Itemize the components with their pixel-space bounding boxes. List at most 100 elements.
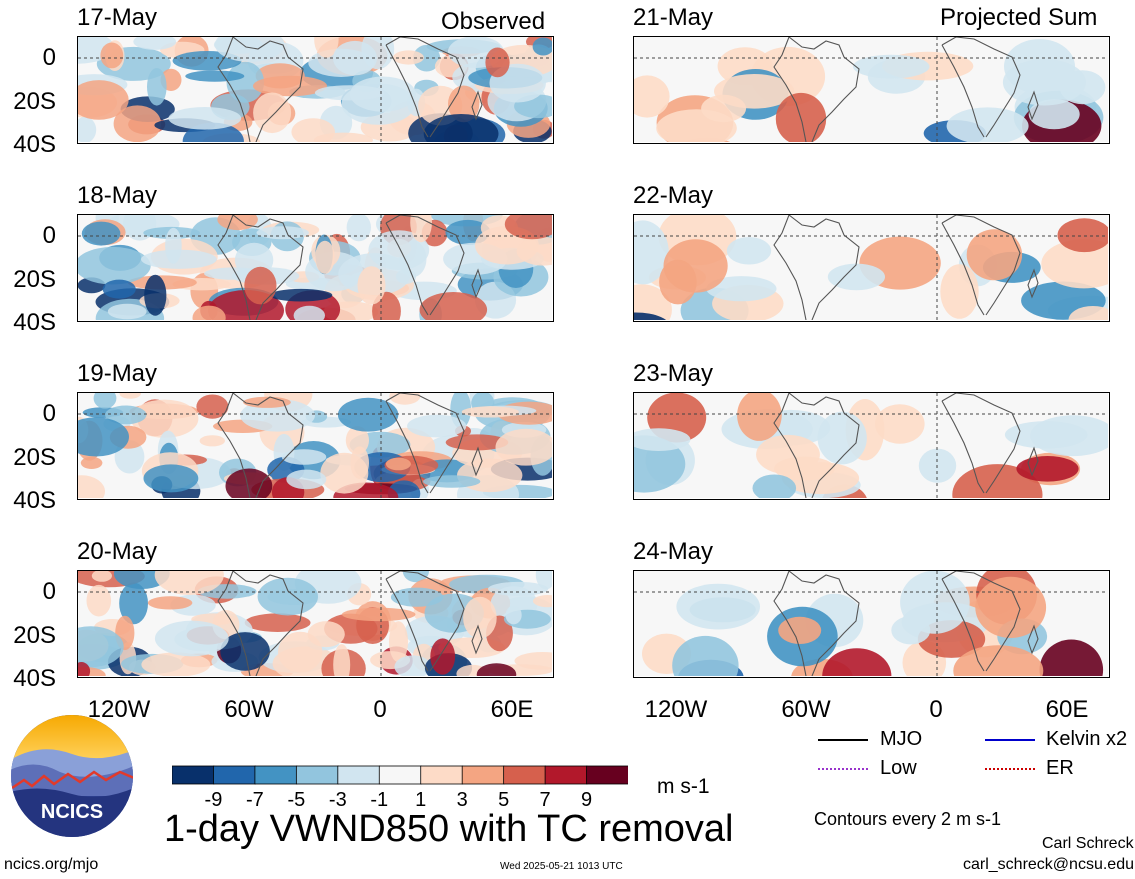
legend-kelvin-line: [985, 739, 1035, 741]
colorbar-swatch: [503, 765, 546, 785]
y-tick-label: 40S: [13, 309, 56, 336]
footer-url[interactable]: ncics.org/mjo: [4, 856, 99, 873]
colorbar-tick-label: -9: [204, 789, 223, 811]
colorbar-swatch: [171, 765, 215, 785]
anomaly-blob: [119, 582, 148, 625]
projected-panel-22-may: [633, 214, 1110, 322]
anomaly-blob: [257, 577, 318, 616]
anomaly-blob: [199, 435, 225, 447]
coastline: [1027, 90, 1039, 121]
anomaly-blob: [314, 37, 339, 58]
projected-header: Projected Sum: [940, 4, 1098, 31]
anomaly-blob: [389, 393, 421, 405]
coastline: [385, 571, 465, 672]
colorbar-swatch: [213, 765, 256, 785]
coastline: [788, 37, 860, 142]
anomaly-blob: [726, 237, 772, 265]
anomaly-blob: [217, 215, 258, 231]
y-tick-label: 40S: [13, 665, 56, 692]
colorbar-swatch: [254, 765, 298, 785]
anomaly-blob: [448, 85, 480, 123]
anomaly-blob: [154, 571, 224, 595]
footer-author: Carl Schreck: [1042, 835, 1134, 852]
anomaly-blob: [91, 571, 112, 582]
anomaly-blob: [419, 292, 488, 320]
anomaly-blob: [423, 114, 499, 142]
projected-panel-24-may: [633, 570, 1110, 678]
anomaly-blob: [337, 397, 399, 432]
anomaly-blob: [141, 249, 217, 269]
footer-email[interactable]: carl_schreck@ncsu.edu: [963, 856, 1134, 873]
anomaly-blob: [93, 393, 117, 409]
coastline: [232, 37, 304, 142]
coastline: [1027, 268, 1039, 299]
anomaly-blob: [78, 417, 129, 457]
colorbar-units: m s-1: [657, 775, 710, 798]
coastline: [217, 215, 251, 320]
anomaly-blob: [634, 75, 670, 118]
panel-date-label: 19-May: [77, 360, 158, 387]
anomaly-blob: [663, 239, 728, 293]
anomaly-blob: [900, 571, 970, 634]
coastline: [385, 215, 465, 316]
anomaly-blob: [192, 305, 226, 320]
anomaly-blob: [80, 456, 103, 469]
colorbar-tick-label: 3: [456, 789, 468, 811]
anomaly-blob: [1068, 306, 1108, 320]
coastline: [471, 268, 483, 299]
anomaly-blob: [1057, 218, 1108, 253]
coastline: [385, 393, 465, 494]
footer-timestamp: Wed 2025-05-21 1013 UTC: [500, 861, 623, 872]
anomaly-blob: [286, 469, 327, 490]
coastline: [941, 393, 1021, 494]
anomaly-blob: [516, 237, 552, 266]
anomaly-blob: [165, 227, 182, 264]
anomaly-blob: [402, 571, 429, 583]
anomaly-blob: [81, 221, 121, 246]
ncics-logo: NCICS: [10, 714, 134, 838]
anomaly-blob: [535, 571, 552, 590]
anomaly-blob: [196, 394, 229, 419]
anomaly-blob: [147, 68, 167, 106]
colorbar-tick-label: -1: [370, 789, 389, 811]
colorbar-tick-label: 5: [498, 789, 510, 811]
coastline: [788, 571, 860, 676]
coastline: [471, 624, 483, 655]
anomaly-blob: [488, 581, 549, 596]
colorbar-tick-label: -5: [287, 789, 306, 811]
anomaly-blob: [357, 266, 386, 305]
anomaly-blob: [278, 631, 323, 673]
anomaly-blob: [461, 406, 519, 418]
anomaly-blob: [113, 105, 162, 142]
anomaly-blob: [102, 279, 136, 299]
legend-kelvin-label: Kelvin x2: [1046, 728, 1128, 750]
coastline: [385, 578, 429, 672]
anomaly-blob: [1028, 99, 1080, 130]
anomaly-blob: [78, 475, 105, 498]
anomaly-blob: [430, 638, 456, 675]
coastline: [232, 393, 304, 498]
anomaly-blob: [307, 621, 345, 648]
anomaly-blob: [147, 596, 193, 610]
anomaly-blob: [119, 393, 141, 399]
coastline: [941, 37, 1021, 138]
anomaly-blob: [144, 274, 167, 316]
coastline: [217, 571, 251, 676]
anomaly-blob: [333, 644, 351, 676]
anomaly-blob: [253, 75, 327, 97]
colorbar-tick-label: -7: [246, 789, 264, 811]
colorbar-tick-label: -3: [328, 789, 347, 811]
anomaly-blob: [253, 92, 292, 134]
x-tick-label: 60E: [1045, 696, 1089, 723]
y-tick-label: 20S: [13, 622, 56, 649]
anomaly-blob: [78, 80, 129, 120]
observed-panel-18-may: [77, 214, 554, 322]
coastline: [941, 215, 1021, 316]
legend-er-line: [985, 768, 1035, 770]
y-tick-label: 20S: [13, 444, 56, 471]
y-tick-label: 0: [42, 44, 56, 71]
anomaly-blob: [634, 428, 691, 451]
anomaly-blob: [345, 426, 369, 455]
anomaly-blob: [1059, 70, 1106, 105]
anomaly-blob: [822, 648, 892, 676]
